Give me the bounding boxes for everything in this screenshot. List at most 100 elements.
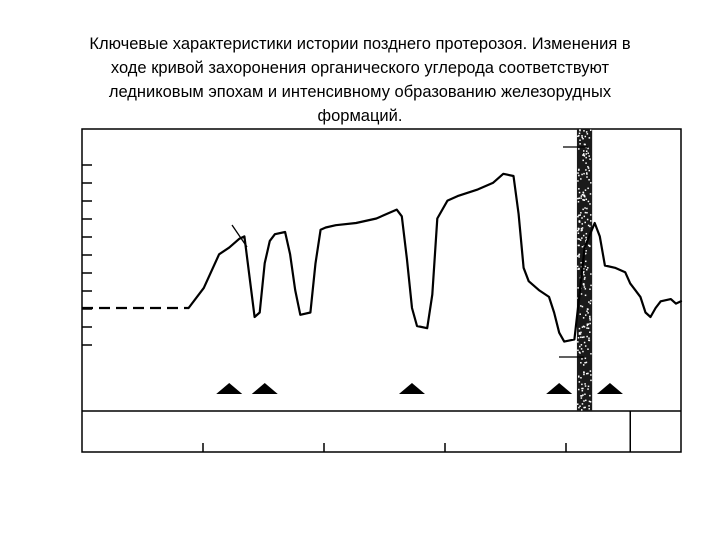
band-speckle xyxy=(581,403,584,405)
band-speckle xyxy=(578,191,581,194)
band-speckle xyxy=(583,284,585,286)
band-speckle xyxy=(590,182,592,184)
band-speckle xyxy=(584,393,586,396)
band-speckle xyxy=(578,174,580,177)
carbon-burial-curve xyxy=(187,172,683,343)
band-speckle xyxy=(579,352,581,354)
band-speckle xyxy=(583,172,585,175)
band-speckle xyxy=(578,134,580,137)
band-speckle xyxy=(582,325,585,328)
band-speckle xyxy=(587,388,589,390)
band-speckle xyxy=(587,167,590,169)
band-speckle xyxy=(581,194,584,196)
band-speckle xyxy=(578,169,580,171)
band-speckle xyxy=(579,239,582,241)
band-speckle xyxy=(589,302,592,305)
band-speckle xyxy=(589,322,591,325)
band-speckle xyxy=(577,215,579,218)
band-speckle xyxy=(585,399,587,402)
band-speckle xyxy=(590,374,592,376)
band-speckle xyxy=(586,176,588,178)
caption-line-4: формаций. xyxy=(317,107,403,125)
band-speckle xyxy=(586,133,589,135)
band-speckle xyxy=(578,254,580,256)
band-speckle xyxy=(580,336,582,339)
band-speckle xyxy=(583,271,585,273)
figure-caption: Ключевые характеристики истории позднего… xyxy=(40,32,680,128)
band-speckle xyxy=(578,351,581,353)
band-speckle xyxy=(585,162,587,164)
band-speckle xyxy=(585,238,588,241)
band-speckle xyxy=(586,323,589,326)
band-speckle xyxy=(577,172,579,174)
band-speckle xyxy=(582,272,584,274)
band-speckle xyxy=(585,236,587,239)
band-speckle xyxy=(589,331,591,333)
band-speckle xyxy=(577,287,579,289)
glaciation-marker xyxy=(216,383,243,394)
band-speckle xyxy=(586,310,588,312)
band-speckle xyxy=(578,333,581,335)
band-speckle xyxy=(578,332,581,334)
band-speckle xyxy=(589,319,591,321)
band-speckle xyxy=(588,405,590,407)
band-speckle xyxy=(583,283,585,285)
band-speckle xyxy=(585,153,588,155)
band-speckle xyxy=(584,385,587,387)
band-speckle xyxy=(584,211,587,214)
band-speckle xyxy=(581,305,584,308)
glaciation-marker xyxy=(398,383,425,394)
band-speckle xyxy=(586,372,588,375)
band-speckle xyxy=(581,326,584,328)
band-speckle xyxy=(577,135,579,138)
pointer-lines xyxy=(231,146,588,358)
band-speckle xyxy=(582,137,584,140)
band-speckle xyxy=(578,406,580,409)
band-speckle xyxy=(577,341,579,343)
band-speckle xyxy=(582,159,584,162)
band-speckle xyxy=(586,324,589,327)
band-speckle xyxy=(581,383,583,386)
band-speckle xyxy=(589,401,592,403)
band-speckle xyxy=(579,333,582,335)
band-speckle xyxy=(587,147,589,150)
band-speckle xyxy=(588,179,590,181)
band-speckle xyxy=(580,397,583,399)
band-speckle xyxy=(581,387,583,390)
band-speckle xyxy=(576,255,579,257)
band-speckle xyxy=(590,284,592,287)
band-speckle xyxy=(579,313,581,315)
band-speckle xyxy=(587,187,589,190)
band-speckle xyxy=(581,135,583,137)
band-speckle xyxy=(581,358,583,360)
band-speckle xyxy=(588,337,590,339)
shaded-band xyxy=(576,129,593,411)
band-speckle xyxy=(588,155,590,157)
band-speckle xyxy=(586,207,588,210)
band-speckle xyxy=(585,250,587,252)
band-speckle xyxy=(581,237,583,239)
caption-line-3: ледниковым эпохам и интенсивному образов… xyxy=(108,83,612,101)
caption-line-1: Ключевые характеристики истории позднего… xyxy=(89,35,631,53)
band-speckle xyxy=(581,227,584,229)
band-speckle xyxy=(577,238,579,240)
band-speckle xyxy=(584,345,587,347)
band-speckle xyxy=(578,220,581,222)
band-speckle xyxy=(578,238,581,240)
band-speckle xyxy=(584,314,587,316)
pointer-line xyxy=(231,224,248,248)
band-speckle xyxy=(578,244,580,247)
band-speckle xyxy=(580,261,582,264)
band-speckle xyxy=(583,326,586,328)
band-speckle xyxy=(584,357,587,360)
band-speckle xyxy=(578,253,581,256)
band-speckle xyxy=(584,143,586,146)
band-speckle xyxy=(590,273,592,275)
band-speckle xyxy=(583,406,585,409)
glaciation-markers xyxy=(216,383,623,394)
caption-line-2: ходе кривой захоронения органического уг… xyxy=(110,59,610,77)
band-speckle xyxy=(587,244,590,247)
band-speckle xyxy=(587,372,589,375)
band-speckle xyxy=(587,224,590,227)
